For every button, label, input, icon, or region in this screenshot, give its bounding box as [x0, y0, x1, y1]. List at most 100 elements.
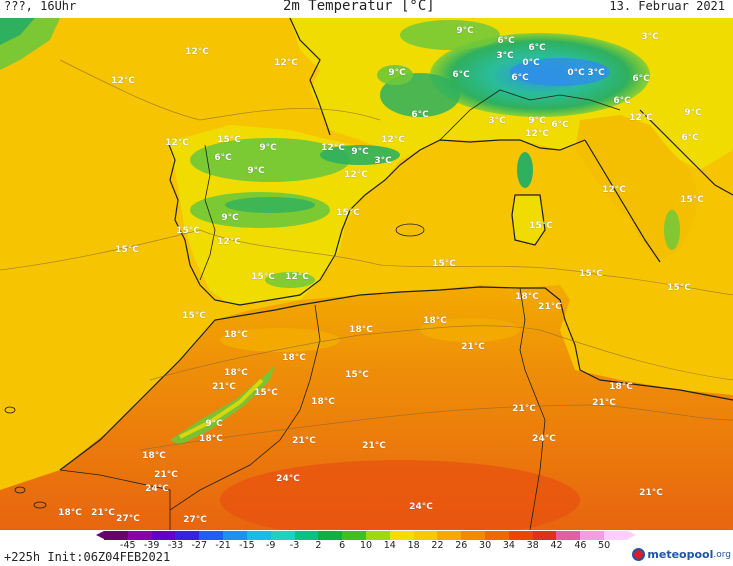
temperature-label: 21°C [154, 470, 178, 480]
border-algeria-tunisia [519, 287, 526, 371]
brand-logo[interactable]: meteopool .org [632, 548, 731, 561]
temperature-label: 6°C [528, 43, 546, 53]
land-mallorca [395, 223, 425, 237]
temperature-label: 18°C [224, 368, 248, 378]
temperature-label: 18°C [423, 316, 447, 326]
temperature-label: 6°C [214, 153, 232, 163]
colorbar-segment [270, 531, 295, 540]
temperature-label: 18°C [199, 434, 223, 444]
colorbar-tick-label: 38 [526, 540, 539, 551]
forecast-time-label: ???, 16Uhr [4, 0, 77, 13]
colorbar-segment [389, 531, 414, 540]
temperature-label: 18°C [58, 508, 82, 518]
temperature-label: 15°C [217, 135, 241, 145]
colorbar-segment [437, 531, 462, 540]
temperature-label: 24°C [276, 474, 300, 484]
border-morocco-algeria [169, 304, 321, 511]
temperature-label: 27°C [116, 514, 140, 524]
colorbar-tick-label: -45 [120, 540, 136, 551]
temperature-label: 27°C [183, 515, 207, 525]
model-run-info: +225h Init:06Z04FEB2021 [4, 550, 171, 564]
temperature-label: 6°C [411, 110, 429, 120]
colorbar-segment [580, 531, 605, 540]
temperature-label: 18°C [142, 451, 166, 461]
colorbar-tick-label: 2 [315, 540, 322, 551]
temperature-label: 21°C [212, 382, 236, 392]
atlas-cold-ridge [170, 365, 275, 445]
tell-atlas-cool [420, 318, 520, 342]
coastlines [59, 18, 733, 471]
temperature-label: 15°C [529, 221, 553, 231]
iberia-core-cold [225, 197, 315, 213]
isotherm-15 [0, 229, 733, 296]
meteopool-logo-icon [632, 548, 646, 561]
canary-islands [4, 406, 47, 509]
temperature-label: 12°C [185, 47, 209, 57]
border-alps [439, 89, 621, 141]
sahara-hot-core [220, 460, 580, 530]
temperature-label: 9°C [456, 26, 474, 36]
temperature-label: 3°C [488, 116, 506, 126]
cold-region-atlantic-edge [0, 18, 35, 45]
colorbar-segment [199, 531, 224, 540]
colorbar-segment [246, 531, 271, 540]
temperature-label: 15°C [176, 226, 200, 236]
temperature-label: 9°C [388, 68, 406, 78]
colorbar-tick-label: 46 [574, 540, 587, 551]
temperature-label: 21°C [362, 441, 386, 451]
colorbar-tick-label: 14 [383, 540, 396, 551]
colorbar-tick-label: 6 [339, 540, 346, 551]
colorbar-segment [365, 531, 390, 540]
temperature-label: 24°C [409, 502, 433, 512]
temperature-label: 12°C [381, 135, 405, 145]
northeast-cold [400, 20, 500, 50]
temperature-label: 21°C [292, 436, 316, 446]
temperature-label: 0°C [522, 58, 540, 68]
colorbar-ticks: -45 -39 -33 -27 -21 -15 -9 -3 2 6 10 14 18 22 26 30 34 38… [104, 540, 628, 552]
country-borders [59, 89, 621, 530]
colorbar-segment [413, 531, 438, 540]
temperature-label: 12°C [274, 58, 298, 68]
coast-gulf-lion [399, 139, 586, 166]
border-western-sahara [59, 469, 171, 530]
iberia-north-cold [190, 138, 350, 182]
colorbar-tick-label: 10 [359, 540, 373, 551]
isotherm-18 [149, 325, 733, 381]
temperature-label: 6°C [632, 74, 650, 84]
pyrenees-cold [320, 145, 400, 165]
temperature-label: 21°C [91, 508, 115, 518]
colorbar-tick-label: 30 [479, 540, 492, 551]
colorbar-segment [461, 531, 485, 540]
temperature-label: 24°C [532, 434, 556, 444]
land-north-africa [0, 285, 733, 530]
colorbar-segment [318, 531, 343, 540]
temperature-label: 21°C [592, 398, 616, 408]
temperature-label: 6°C [497, 36, 515, 46]
colorbar-tick-label: -33 [167, 540, 184, 551]
brand-tld: .org [713, 549, 731, 560]
legend-bar: -45 -39 -33 -27 -21 -15 -9 -3 2 6 10 14 18 22 26 30 34 38… [0, 530, 733, 566]
land-corsica [517, 152, 533, 188]
temperature-label: 18°C [224, 330, 248, 340]
temperature-label: 15°C [251, 272, 275, 282]
coast-italy-west [584, 139, 661, 263]
colorbar-segment [127, 531, 152, 540]
temperature-label: 12°C [602, 185, 626, 195]
coast-sardinia [511, 194, 546, 246]
temperature-label: 12°C [344, 170, 368, 180]
temperature-field [0, 18, 733, 530]
colorbar-max-arrow [628, 531, 636, 539]
colorbar-tick-label: 50 [598, 540, 611, 551]
temperature-label: 9°C [247, 166, 265, 176]
temperature-label: 21°C [461, 342, 485, 352]
temperature-label: 21°C [538, 302, 562, 312]
colorbar-tick-label: -15 [239, 540, 255, 551]
brand-name: meteopool [647, 548, 714, 561]
temperature-label: 18°C [282, 353, 306, 363]
coast-italy-east [639, 109, 733, 196]
temperature-label: 6°C [551, 120, 569, 130]
colorbar-tick-label: -39 [143, 540, 160, 551]
temperature-label: 18°C [609, 382, 633, 392]
temperature-label: 15°C [667, 283, 691, 293]
